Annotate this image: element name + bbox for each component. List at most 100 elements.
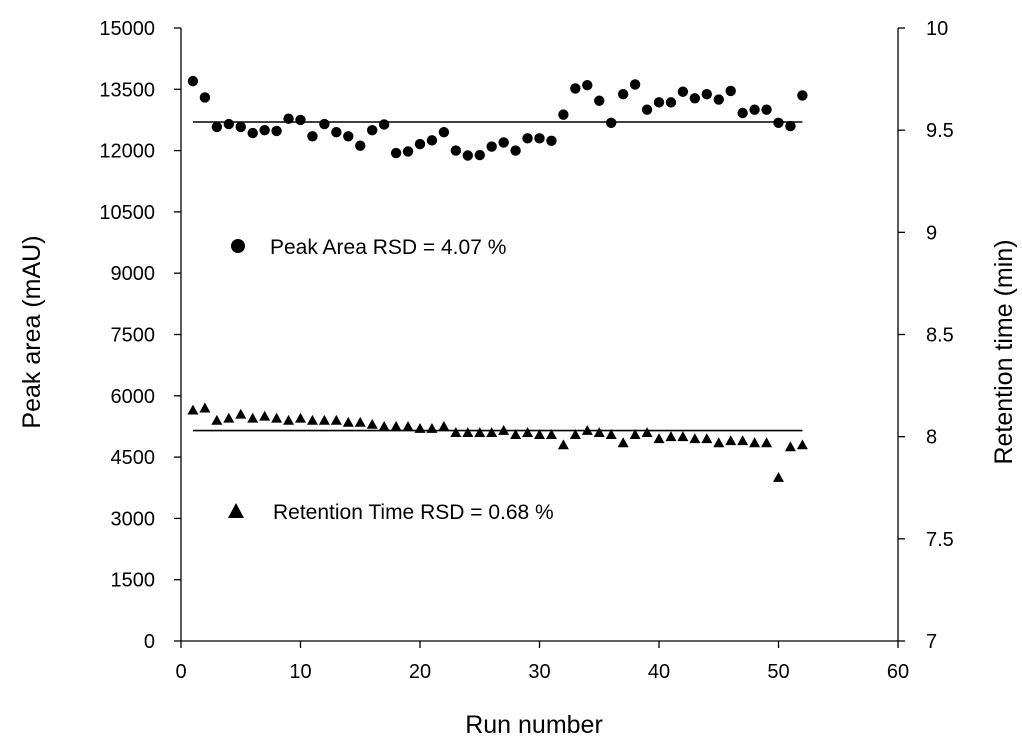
peak-area-point	[677, 86, 689, 97]
y-left-tick-label: 12000	[99, 141, 155, 163]
retention-time-point	[187, 404, 199, 415]
retention-time-point	[450, 427, 462, 437]
peak-area-point	[761, 104, 772, 115]
y-axis-right-title: Retention time (min)	[990, 239, 1018, 464]
y-left-tick-label: 9000	[111, 263, 156, 285]
retention-time-point	[653, 433, 665, 444]
x-tick-label: 0	[175, 661, 186, 683]
peak-area-point	[558, 109, 569, 120]
peak-area-point	[689, 93, 701, 104]
x-tick-label: 60	[887, 661, 909, 683]
peak-area-point	[283, 113, 294, 124]
retention-time-point	[557, 439, 569, 450]
y-left-tick-label: 7500	[111, 325, 156, 347]
peak-area-point	[785, 120, 796, 132]
data-markers	[187, 75, 808, 482]
retention-time-point	[593, 427, 605, 437]
retention-time-point	[641, 427, 653, 437]
peak-area-point	[534, 133, 545, 144]
peak-area-point	[390, 147, 402, 159]
peak-area-point	[797, 90, 808, 101]
x-tick-label: 40	[648, 661, 670, 683]
peak-area-point	[199, 92, 211, 103]
retention-time-point	[223, 412, 235, 423]
y-axis-right-ticks: 7 7.5 8 8.5 9 9.5 10	[898, 18, 954, 653]
peak-area-point	[522, 133, 533, 144]
peak-area-point	[641, 104, 653, 115]
peak-area-point	[426, 135, 438, 146]
retention-time-point	[199, 402, 211, 413]
retention-time-point	[390, 420, 402, 431]
peak-area-point	[462, 150, 473, 161]
retention-time-point	[545, 429, 557, 440]
y-right-tick-label: 9.5	[926, 120, 954, 142]
peak-area-point	[438, 127, 450, 138]
peak-area-point	[617, 89, 629, 100]
peak-area-point	[546, 135, 557, 146]
y-right-tick-label: 7.5	[926, 529, 954, 551]
retention-time-point	[235, 408, 247, 419]
peak-area-point	[773, 117, 784, 129]
y-right-tick-label: 7	[926, 631, 937, 653]
retention-time-point	[318, 414, 330, 425]
retention-time-point	[689, 433, 701, 444]
peak-area-point	[295, 114, 306, 126]
retention-time-point	[498, 425, 510, 435]
y-left-tick-label: 3000	[111, 508, 156, 530]
retention-time-point	[295, 412, 306, 423]
retention-time-point	[629, 429, 641, 440]
retention-time-point	[510, 429, 522, 440]
peak-area-point	[606, 117, 617, 129]
x-tick-label: 30	[528, 661, 550, 683]
retention-time-point	[259, 410, 271, 421]
peak-area-point	[331, 127, 342, 138]
peak-area-point	[271, 125, 282, 137]
retention-time-point	[354, 416, 366, 427]
retention-time-point	[749, 437, 761, 448]
retention-time-point	[784, 441, 796, 452]
peak-area-point	[211, 121, 223, 133]
peak-area-point	[355, 140, 366, 151]
peak-area-point	[474, 149, 485, 161]
legend-circle-marker	[231, 239, 245, 253]
y-right-tick-label: 10	[926, 18, 948, 40]
retention-time-point	[271, 412, 283, 423]
peak-area-point	[570, 83, 581, 94]
mean-lines	[192, 121, 803, 432]
legend-peak-area: Peak Area RSD = 4.07 %	[270, 236, 506, 259]
retention-time-point	[677, 431, 689, 442]
retention-time-point	[438, 420, 450, 431]
y-left-tick-label: 15000	[99, 18, 155, 40]
retention-time-point	[581, 425, 593, 435]
peak-area-point	[343, 131, 354, 142]
retention-time-point	[247, 412, 259, 423]
peak-area-point	[259, 124, 270, 136]
peak-area-point	[725, 85, 736, 97]
retention-time-point	[378, 420, 390, 431]
retention-time-point	[665, 431, 677, 442]
retention-time-point	[342, 416, 354, 427]
x-axis-ticks: 0 10 20 30 40 50 60	[175, 641, 909, 683]
retention-time-point	[486, 427, 498, 437]
peak-area-point	[235, 121, 246, 133]
retention-time-point	[701, 433, 713, 444]
retention-time-point	[402, 420, 414, 431]
retention-time-point	[474, 427, 486, 437]
peak-area-point	[713, 94, 724, 105]
peak-area-point	[665, 97, 677, 108]
retention-time-point	[534, 429, 545, 440]
peak-area-point	[367, 124, 378, 136]
retention-time-point	[773, 472, 784, 482]
retention-time-point	[796, 439, 808, 450]
retention-time-point	[211, 414, 223, 425]
peak-area-point	[307, 131, 318, 142]
retention-time-point	[761, 437, 773, 448]
retention-time-point	[725, 435, 737, 446]
peak-area-point	[510, 145, 521, 156]
peak-area-point	[498, 137, 509, 148]
y-left-tick-label: 10500	[99, 202, 155, 224]
x-axis-title: Run number	[465, 711, 603, 739]
retention-time-point	[713, 437, 725, 448]
retention-time-point	[569, 429, 581, 440]
